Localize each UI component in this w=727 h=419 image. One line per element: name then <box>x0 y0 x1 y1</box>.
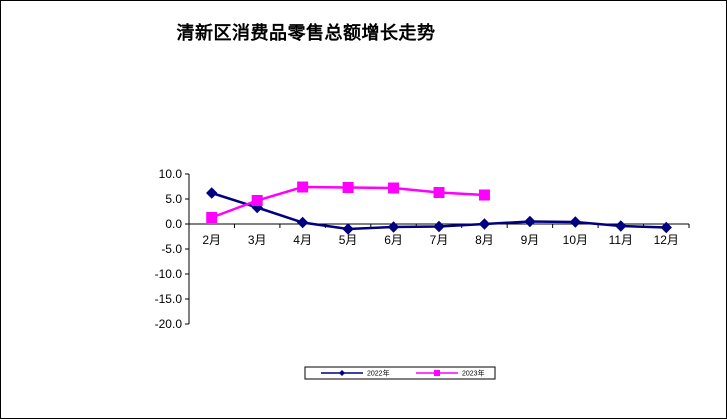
legend: 2022年 2023年 <box>304 366 496 380</box>
x-tick-label: 4月 <box>293 233 312 247</box>
series-layer <box>206 181 672 235</box>
x-tick-label: 12月 <box>654 233 679 247</box>
legend-box <box>304 366 496 380</box>
x-tick-label: 5月 <box>339 233 358 247</box>
y-tick-label: 0.0 <box>165 217 182 231</box>
x-tick-label: 7月 <box>430 233 449 247</box>
data-point <box>342 223 354 235</box>
y-tick-label: 5.0 <box>165 192 182 206</box>
legend-label: 2023年 <box>462 369 485 378</box>
chart-title: 清新区消费品零售总额增长走势 <box>176 23 436 44</box>
y-tick-label: -15.0 <box>155 292 183 306</box>
data-point <box>388 182 400 194</box>
x-tick-label: 8月 <box>475 233 494 247</box>
y-tick-label: -20.0 <box>155 317 183 331</box>
legend-label: 2022年 <box>367 369 390 378</box>
data-point <box>387 221 400 233</box>
data-point <box>660 221 672 234</box>
y-tick-label: 10.0 <box>159 167 183 181</box>
x-tick-label: 11月 <box>609 233 633 247</box>
series-1 <box>206 187 672 235</box>
data-point <box>478 189 490 201</box>
y-tick-label: -5.0 <box>161 242 182 256</box>
data-point <box>206 187 218 199</box>
data-point <box>478 218 491 230</box>
legend-marker <box>434 370 440 376</box>
data-point <box>433 220 445 233</box>
x-tick-label: 3月 <box>248 233 267 247</box>
legend-marker <box>339 370 345 376</box>
data-point <box>297 181 309 193</box>
data-point <box>296 216 309 229</box>
data-point <box>206 212 218 223</box>
data-point <box>251 195 263 206</box>
data-point <box>433 187 445 198</box>
x-tick-label: 10月 <box>563 233 588 247</box>
x-tick-label: 2月 <box>202 233 221 247</box>
data-point <box>524 215 536 228</box>
series-2 <box>206 181 490 223</box>
x-tick-label: 9月 <box>521 233 540 247</box>
y-tick-label: -10.0 <box>155 267 183 281</box>
data-point <box>615 220 627 232</box>
data-point <box>569 216 582 228</box>
x-tick-label: 6月 <box>384 233 403 247</box>
data-point <box>342 182 354 193</box>
